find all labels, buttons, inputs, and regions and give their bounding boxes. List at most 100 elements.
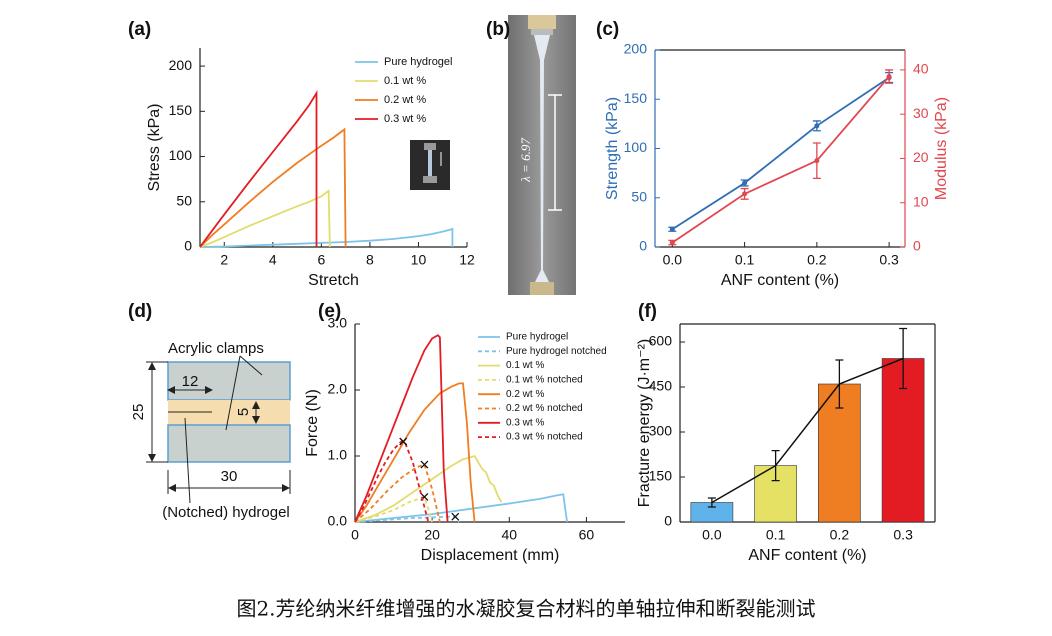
x-tick-label: 20 bbox=[424, 527, 440, 543]
y-axis-label: Fracture energy (J·m⁻²) bbox=[636, 339, 653, 507]
y-axis-label: Force (N) bbox=[304, 389, 321, 457]
x-tick-label: 0.2 bbox=[830, 527, 850, 543]
y-tick-label: 2.0 bbox=[328, 381, 348, 397]
error-bar bbox=[835, 359, 844, 409]
point bbox=[886, 74, 892, 80]
x-axis-label: ANF content (%) bbox=[721, 272, 839, 289]
x-tick-label: 0.3 bbox=[893, 527, 913, 543]
y-tick-label: 0 bbox=[639, 238, 647, 254]
y-tick-label: 200 bbox=[169, 57, 193, 73]
error-bar bbox=[707, 497, 716, 508]
y-tick-label: 100 bbox=[624, 139, 648, 155]
callout: Acrylic clamps bbox=[168, 340, 264, 357]
panel-label: (e) bbox=[318, 301, 341, 322]
legend-label: 0.3 wt % bbox=[384, 113, 426, 125]
x-tick-label: 40 bbox=[501, 527, 517, 543]
y2-axis-label: Modulus (kPa) bbox=[933, 97, 950, 200]
dimension-label: 30 bbox=[221, 468, 238, 485]
caption: 图2.芳纶纳米纤维增强的水凝胶复合材料的单轴拉伸和断裂能测试 bbox=[236, 597, 815, 621]
series-line bbox=[199, 227, 454, 248]
photo: λ = 6.97 bbox=[508, 15, 576, 295]
y-tick-label: 1.0 bbox=[328, 447, 348, 463]
legend-label: 0.1 wt % bbox=[506, 360, 544, 371]
legend-label: 0.2 wt % bbox=[384, 94, 426, 106]
legend-label: 0.1 wt % notched bbox=[506, 375, 583, 386]
legend-label: 0.2 wt % notched bbox=[506, 403, 583, 414]
callout: (Notched) hydrogel bbox=[162, 504, 290, 521]
y-tick-label: 150 bbox=[624, 90, 648, 106]
series-line bbox=[354, 515, 460, 523]
y-tick-label: 0.0 bbox=[328, 513, 348, 529]
series-line bbox=[354, 382, 476, 523]
inset-photo bbox=[410, 140, 450, 190]
point bbox=[742, 180, 748, 186]
y-axis-label: Stress (kPa) bbox=[146, 103, 163, 191]
x-tick-label: 60 bbox=[579, 527, 595, 543]
y-tick-label: 50 bbox=[631, 188, 647, 204]
series-line bbox=[199, 127, 347, 248]
break-marker bbox=[399, 437, 408, 446]
diagram: (d) 12 5 25 30 Acrylic clamps (Notched) … bbox=[128, 301, 291, 521]
legend-label: 0.3 wt % notched bbox=[506, 432, 583, 443]
panel-label: (d) bbox=[128, 301, 152, 322]
x-tick-label: 0.3 bbox=[879, 252, 899, 268]
x-tick-label: 0 bbox=[351, 527, 359, 543]
y2-tick-label: 40 bbox=[913, 61, 929, 77]
point bbox=[742, 191, 748, 197]
x-axis-label: Stretch bbox=[308, 272, 359, 289]
break-marker bbox=[451, 512, 460, 521]
series-line bbox=[354, 454, 503, 523]
y-axis-label: Strength (kPa) bbox=[604, 97, 621, 200]
legend-label: Pure hydrogel bbox=[506, 332, 568, 343]
legend-label: 0.3 wt % bbox=[506, 417, 544, 428]
x-tick-label: 6 bbox=[317, 252, 325, 268]
x-tick-label: 0.1 bbox=[766, 527, 786, 543]
y-tick-label: 150 bbox=[649, 468, 673, 484]
y-tick-label: 300 bbox=[649, 423, 673, 439]
x-tick-label: 2 bbox=[220, 252, 228, 268]
y-tick-label: 100 bbox=[169, 147, 193, 163]
y-tick-label: 600 bbox=[649, 333, 673, 349]
dimension-label: 25 bbox=[130, 404, 147, 421]
y-tick-label: 0 bbox=[664, 513, 672, 529]
point bbox=[669, 240, 675, 246]
panel-label: (a) bbox=[128, 19, 151, 40]
panel-label: (c) bbox=[596, 19, 619, 40]
y-tick-label: 0 bbox=[184, 238, 192, 254]
y2-tick-label: 30 bbox=[913, 105, 929, 121]
legend-label: 0.1 wt % bbox=[384, 75, 426, 87]
series-line bbox=[354, 440, 430, 523]
panel-label: (b) bbox=[486, 19, 510, 40]
dimension-label: 5 bbox=[235, 408, 252, 416]
photo-annotation: λ = 6.97 bbox=[518, 138, 533, 183]
y-tick-label: 450 bbox=[649, 378, 673, 394]
x-tick-label: 8 bbox=[366, 252, 374, 268]
x-tick-label: 4 bbox=[269, 252, 277, 268]
series-line bbox=[354, 463, 441, 523]
series-line bbox=[671, 76, 890, 244]
y-tick-label: 150 bbox=[169, 102, 193, 118]
series-line bbox=[199, 189, 331, 248]
x-tick-label: 10 bbox=[411, 252, 427, 268]
x-tick-label: 0.0 bbox=[663, 252, 683, 268]
legend-label: Pure hydrogel notched bbox=[506, 346, 607, 357]
x-axis-label: Displacement (mm) bbox=[421, 547, 560, 564]
series-line bbox=[354, 334, 449, 523]
x-tick-label: 0.1 bbox=[735, 252, 755, 268]
y-tick-label: 3.0 bbox=[328, 315, 348, 331]
x-tick-label: 0.2 bbox=[807, 252, 827, 268]
point bbox=[669, 226, 675, 232]
y2-tick-label: 20 bbox=[913, 149, 929, 165]
x-tick-label: 0.0 bbox=[702, 527, 722, 543]
dimension-label: 12 bbox=[182, 373, 199, 390]
y-tick-label: 50 bbox=[176, 192, 192, 208]
point bbox=[814, 158, 820, 164]
series-line bbox=[199, 90, 318, 248]
y-tick-label: 200 bbox=[624, 41, 648, 57]
series-line bbox=[354, 495, 433, 523]
error-bar bbox=[899, 327, 908, 390]
legend-label: 0.2 wt % bbox=[506, 389, 544, 400]
x-axis-label: ANF content (%) bbox=[748, 547, 866, 564]
connect-line bbox=[711, 357, 904, 504]
